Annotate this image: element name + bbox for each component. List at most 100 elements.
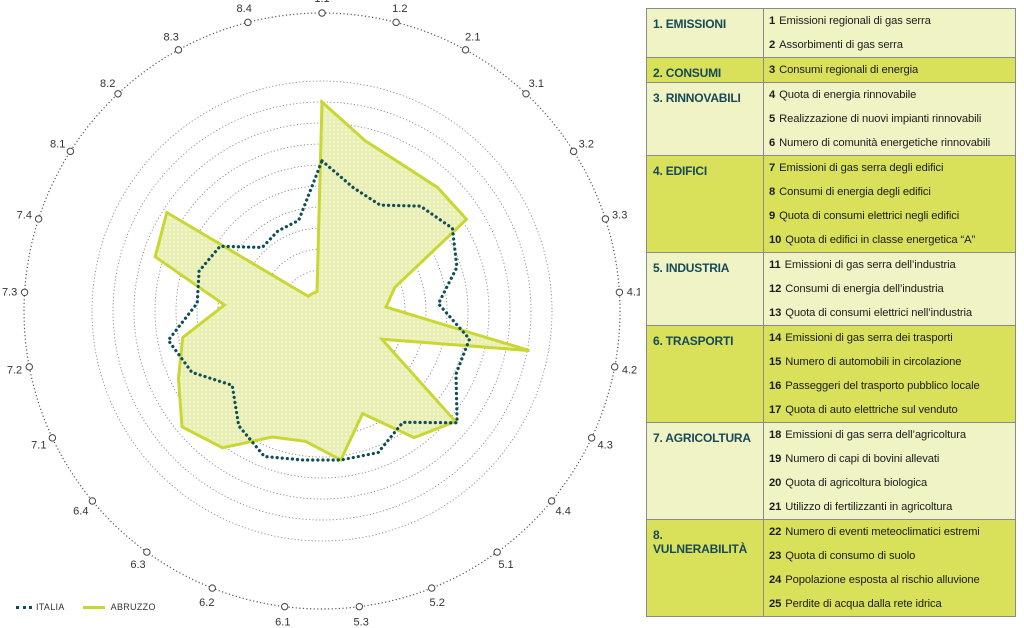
indicator-text: Quota di energia rinnovabile [779, 89, 917, 101]
indicator-number: 18 [769, 429, 782, 441]
indicator-item: 15 Numero di automobili in circolazione [764, 350, 1015, 374]
axis-label: 6.2 [199, 597, 214, 609]
indicator-text: Perdite di acqua dalla rete idrica [785, 598, 942, 610]
indicator-text: Utilizzo di fertilizzanti in agricoltura [785, 501, 953, 513]
indicator-item: 21 Utilizzo di fertilizzanti in agricoltu… [764, 495, 1015, 519]
indicator-cell: 18 Emissioni di gas serra dell’agricoltur… [763, 422, 1016, 520]
indicator-number: 22 [769, 526, 782, 538]
indicator-text: Quota di auto elettriche sul venduto [785, 404, 958, 416]
indicator-text: Numero di comunità energetiche rinnovabi… [779, 137, 991, 149]
indicator-text: Quota di consumo di suolo [785, 550, 916, 562]
indicator-text: Popolazione esposta al rischio alluvione [785, 574, 980, 586]
indicator-text: Passeggeri del trasporto pubblico locale [785, 380, 980, 392]
indicator-item: 14 Emissioni di gas serra dei trasporti [764, 326, 1015, 350]
axis-label: 8.1 [50, 138, 65, 150]
category-cell: 1. EMISSIONI [646, 8, 764, 58]
axis-label: 4.1 [627, 286, 640, 298]
indicator-item: 18 Emissioni di gas serra dell’agricoltur… [764, 423, 1015, 447]
indicator-item: 7 Emissioni di gas serra degli edifici [764, 156, 1015, 180]
grid-ring [133, 122, 511, 500]
axis-marker [25, 363, 33, 371]
axis-marker [244, 18, 252, 27]
axis-label: 1.2 [392, 3, 407, 15]
indicator-list: 14 Emissioni di gas serra dei trasporti 15… [764, 326, 1015, 422]
indicator-list: 1 Emissioni regionali di gas serra 2 Assorb… [764, 9, 1015, 57]
indicator-item: 12 Consumi di energia dell’industria [764, 277, 1015, 301]
indicator-text: Consumi di energia degli edifici [779, 186, 931, 198]
indicator-cell: 7 Emissioni di gas serra degli edifici 8 Co… [763, 155, 1016, 253]
category-cell: 3. RINNOVABILI [646, 82, 764, 156]
indicator-number: 19 [769, 453, 782, 465]
legend-label-abruzzo: ABRUZZO [110, 602, 156, 612]
indicator-text: Quota di agricoltura biologica [785, 477, 928, 489]
category-name: 4. EDIFICI [653, 164, 708, 178]
indicator-text: Quota di consumi elettrici negli edifici [779, 210, 960, 222]
category-name: 8. VULNERABILITÀ [653, 528, 748, 556]
indicator-number: 14 [769, 332, 782, 344]
indicator-item: 17 Quota di auto elettriche sul venduto [764, 398, 1015, 422]
indicator-number: 10 [769, 234, 782, 246]
legend: ITALIA ABRUZZO [16, 598, 174, 616]
series-layer [153, 98, 530, 463]
axis-marker [318, 9, 326, 17]
radar-chart: 1.1 1.2 2.1 3.1 3.2 3.3 4.1 4.2 4.3 4.4 5.1 5.2 5.3 6… [2, 0, 640, 628]
indicator-text: Consumi regionali di energia [779, 64, 919, 76]
indicator-item: 5 Realizzazione di nuovi impianti rinnova… [764, 107, 1015, 131]
legend-label-italia: ITALIA [36, 602, 65, 612]
category-name: 2. CONSUMI [653, 66, 722, 80]
axis-labels: 1.1 1.2 2.1 3.1 3.2 3.3 4.1 4.2 4.3 4.4 5.1 5.2 5.3 6… [2, 0, 640, 628]
axis-marker [280, 602, 289, 611]
axis-label: 3.2 [579, 138, 594, 150]
category-name: 3. RINNOVABILI [653, 91, 741, 105]
series-italia [166, 158, 472, 462]
indicator-list: 22 Numero di eventi meteoclimatici estrem… [764, 520, 1015, 616]
category-row: 4. EDIFICI 7 Emissioni di gas serra degli … [646, 155, 1016, 253]
indicator-number: 11 [769, 259, 781, 271]
indicator-text: Emissioni di gas serra dell’agricoltura [785, 429, 967, 441]
indicator-number: 12 [769, 283, 782, 295]
category-row: 6. TRASPORTI 14 Emissioni di gas serra dei… [646, 325, 1016, 423]
category-cell: 6. TRASPORTI [646, 325, 764, 423]
axis-label: 8.4 [237, 3, 252, 15]
category-cell: 2. CONSUMI [646, 57, 764, 83]
indicator-number: 15 [769, 356, 782, 368]
axis-marker [569, 147, 578, 156]
indicator-item: 10 Quota di edifici in classe energetica … [764, 228, 1015, 252]
axis-marker [428, 584, 436, 592]
axis-label: 5.1 [498, 559, 513, 571]
axis-label: 4.2 [622, 365, 637, 377]
category-row: 5. INDUSTRIA 11 Emissioni di gas serra del… [646, 252, 1016, 326]
category-cell: 8. VULNERABILITÀ [646, 519, 764, 617]
indicator-list: 4 Quota di energia rinnovabile 5 Realizzazi… [764, 83, 1015, 155]
axis-marker [114, 90, 122, 98]
indicator-number: 6 [769, 137, 776, 149]
indicator-number: 9 [769, 210, 776, 222]
indicator-item: 24 Popolazione esposta al rischio alluvio… [764, 568, 1015, 592]
indicator-number: 13 [769, 307, 782, 319]
category-name: 7. AGRICOLTURA [653, 431, 751, 445]
category-row: 8. VULNERABILITÀ 22 Numero di eventi meteo… [646, 519, 1016, 617]
indicator-list: 3 Consumi regionali di energia [764, 58, 1015, 82]
axis-label: 3.3 [612, 209, 627, 221]
category-row: 2. CONSUMI 3 Consumi regionali di energia [646, 57, 1016, 83]
indicator-item: 6 Numero di comunità energetiche rinnovab… [764, 131, 1015, 155]
grid-ring [217, 206, 427, 416]
axis-label: 8.2 [100, 78, 115, 90]
indicator-item: 16 Passeggeri del trasporto pubblico loca… [764, 374, 1015, 398]
indicator-table: 1. EMISSIONI 1 Emissioni regionali di gas … [646, 8, 1016, 617]
axis-marker [208, 584, 216, 592]
legend-item-abruzzo: ABRUZZO [82, 602, 156, 612]
indicator-cell: 22 Numero di eventi meteoclimatici estrem… [763, 519, 1016, 617]
indicator-item: 23 Quota di consumo di suolo [764, 544, 1015, 568]
indicator-number: 24 [769, 574, 782, 586]
indicator-number: 23 [769, 550, 782, 562]
axis-marker [48, 434, 57, 442]
indicator-text: Consumi di energia dell’industria [785, 283, 944, 295]
indicator-text: Emissioni di gas serra degli edifici [779, 162, 944, 174]
axis-marker [611, 363, 619, 371]
indicator-item: 19 Numero di capi di bovini allevati [764, 447, 1015, 471]
indicator-number: 17 [769, 404, 782, 416]
indicator-item: 2 Assorbimenti di gas serra [764, 33, 1015, 57]
indicator-number: 25 [769, 598, 782, 610]
indicator-text: Quota di consumi elettrici nell’industri… [785, 307, 973, 319]
